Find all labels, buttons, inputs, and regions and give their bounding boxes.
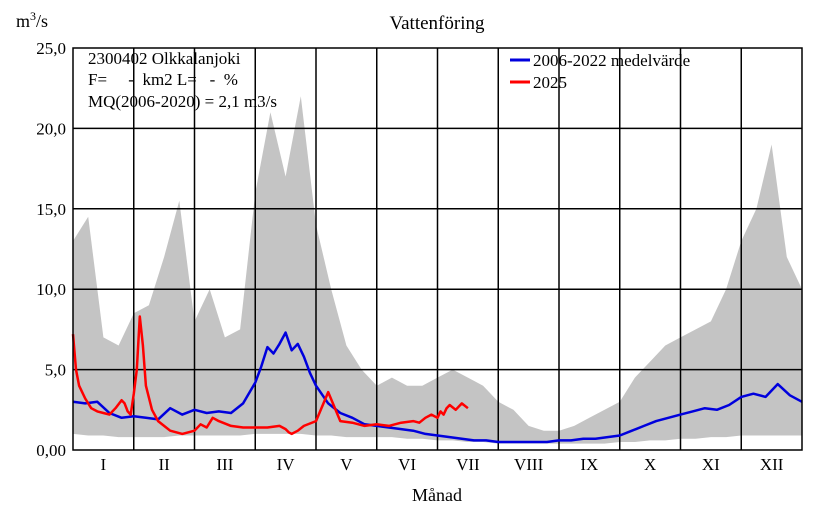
series-line-2025 — [71, 315, 469, 436]
x-tick-label: II — [158, 455, 170, 474]
x-tick-label: IX — [580, 455, 598, 474]
legend-label-2025: 2025 — [533, 73, 567, 92]
y-tick-label: 25,0 — [36, 39, 66, 58]
station-label: 2300402 Olkkalanjoki — [88, 49, 241, 68]
x-tick-label: VIII — [514, 455, 544, 474]
series-layer — [71, 315, 803, 444]
y-tick-label: 10,0 — [36, 280, 66, 299]
y-unit-sup: 3 — [30, 9, 36, 23]
x-tick-label: VI — [398, 455, 416, 474]
y-tick-label: 0,00 — [36, 441, 66, 460]
y-tick-label: 15,0 — [36, 200, 66, 219]
mq-label: MQ(2006-2020) = 2,1 m3/s — [88, 92, 277, 111]
y-tick-label: 5,0 — [45, 361, 66, 380]
x-tick-label: XI — [702, 455, 720, 474]
plot-frame — [72, 47, 803, 451]
x-tick-label: X — [644, 455, 656, 474]
grid-layer — [73, 48, 802, 450]
area-label: F= - km2 L= - % — [88, 70, 238, 89]
y-tick-label: 20,0 — [36, 119, 66, 138]
x-tick-label: VII — [456, 455, 480, 474]
tick-label-layer: 0,005,010,015,020,025,0I II III IV V VI VII VII… — [36, 39, 784, 474]
y-unit-tail: /s — [36, 11, 48, 31]
x-tick-label: III — [216, 455, 233, 474]
y-unit-base: m — [16, 11, 30, 31]
legend: 2006-2022 medelvärde 2025 — [510, 51, 690, 92]
series-line-mean — [72, 331, 803, 444]
chart-title: Vattenföring — [390, 13, 485, 34]
x-tick-label: V — [340, 455, 353, 474]
x-axis-label: Månad — [412, 485, 462, 505]
x-tick-label: IV — [277, 455, 296, 474]
x-tick-label: I — [101, 455, 107, 474]
legend-label-mean: 2006-2022 medelvärde — [533, 51, 690, 70]
x-tick-label: XII — [760, 455, 784, 474]
y-axis-unit: m3/s — [16, 9, 48, 31]
